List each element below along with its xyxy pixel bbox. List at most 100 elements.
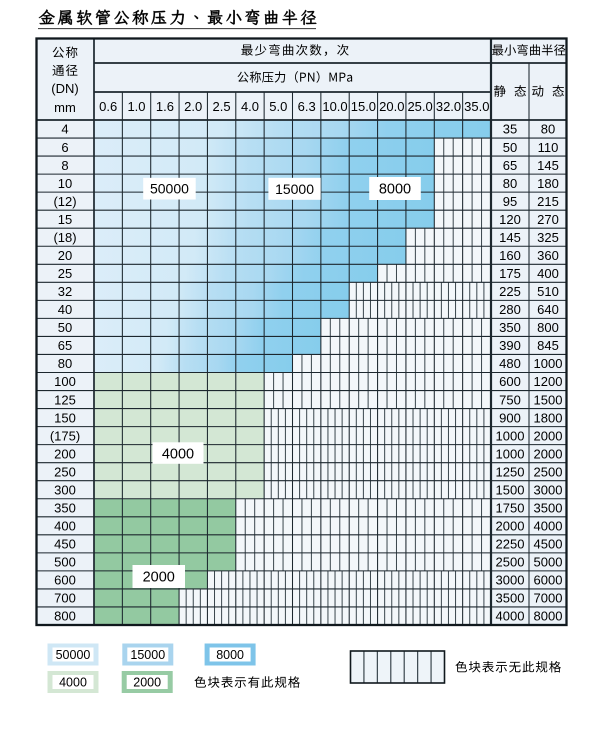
svg-text:2000: 2000 <box>143 570 175 586</box>
svg-text:1500: 1500 <box>496 482 525 497</box>
svg-text:1.0: 1.0 <box>127 99 145 114</box>
svg-text:8000: 8000 <box>534 609 563 624</box>
svg-text:3500: 3500 <box>496 591 525 606</box>
svg-text:3000: 3000 <box>496 573 525 588</box>
svg-text:2000: 2000 <box>496 519 525 534</box>
svg-text:1000: 1000 <box>534 356 563 371</box>
svg-text:360: 360 <box>537 248 559 263</box>
svg-text:(12): (12) <box>53 194 76 209</box>
svg-text:2000: 2000 <box>534 428 563 443</box>
svg-text:110: 110 <box>538 140 559 155</box>
svg-text:280: 280 <box>499 302 521 317</box>
svg-text:145: 145 <box>499 230 521 245</box>
svg-text:450: 450 <box>54 537 76 552</box>
svg-text:500: 500 <box>54 555 76 570</box>
svg-text:150: 150 <box>54 410 76 425</box>
svg-text:8000: 8000 <box>379 182 411 198</box>
svg-text:20.0: 20.0 <box>379 99 404 114</box>
svg-text:32.0: 32.0 <box>436 99 461 114</box>
svg-text:480: 480 <box>499 356 521 371</box>
svg-text:2500: 2500 <box>496 555 525 570</box>
svg-text:215: 215 <box>537 194 559 209</box>
svg-text:40: 40 <box>58 302 72 317</box>
svg-text:250: 250 <box>54 464 76 479</box>
svg-text:1000: 1000 <box>496 428 525 443</box>
svg-text:1500: 1500 <box>534 392 563 407</box>
svg-text:2500: 2500 <box>534 464 563 479</box>
svg-text:6000: 6000 <box>534 573 563 588</box>
svg-text:4.0: 4.0 <box>241 99 259 114</box>
svg-text:400: 400 <box>54 519 76 534</box>
svg-text:25.0: 25.0 <box>407 99 432 114</box>
svg-text:15000: 15000 <box>130 648 165 662</box>
svg-text:8000: 8000 <box>216 648 244 662</box>
svg-text:35.0: 35.0 <box>464 99 489 114</box>
svg-text:8: 8 <box>61 158 68 173</box>
svg-text:100: 100 <box>54 374 76 389</box>
svg-text:145: 145 <box>537 158 559 173</box>
svg-text:2.5: 2.5 <box>213 99 231 114</box>
svg-text:50: 50 <box>503 140 517 155</box>
svg-text:15.0: 15.0 <box>351 99 376 114</box>
svg-text:95: 95 <box>503 194 517 209</box>
svg-text:3000: 3000 <box>534 482 563 497</box>
svg-text:845: 845 <box>537 338 559 353</box>
svg-text:225: 225 <box>499 284 521 299</box>
svg-text:7000: 7000 <box>534 591 563 606</box>
svg-text:120: 120 <box>499 212 521 227</box>
svg-text:2.0: 2.0 <box>184 99 202 114</box>
svg-text:640: 640 <box>537 302 559 317</box>
svg-text:800: 800 <box>54 609 76 624</box>
svg-text:32: 32 <box>58 284 72 299</box>
svg-text:2000: 2000 <box>534 446 563 461</box>
svg-text:3500: 3500 <box>534 501 563 516</box>
svg-text:2000: 2000 <box>133 676 161 690</box>
svg-text:65: 65 <box>58 338 72 353</box>
svg-text:(DN): (DN) <box>51 81 78 96</box>
svg-text:1.6: 1.6 <box>156 99 174 114</box>
svg-text:1250: 1250 <box>496 464 525 479</box>
svg-text:20: 20 <box>58 248 72 263</box>
svg-text:15000: 15000 <box>275 181 314 197</box>
svg-text:510: 510 <box>537 284 559 299</box>
svg-text:50000: 50000 <box>56 648 91 662</box>
svg-text:65: 65 <box>503 158 517 173</box>
svg-text:6.3: 6.3 <box>298 99 316 114</box>
svg-text:160: 160 <box>499 248 521 263</box>
svg-text:80: 80 <box>58 356 72 371</box>
svg-text:400: 400 <box>537 266 559 281</box>
svg-text:4500: 4500 <box>534 537 563 552</box>
svg-text:10: 10 <box>58 176 72 191</box>
svg-text:4: 4 <box>61 122 68 137</box>
svg-text:4000: 4000 <box>496 609 525 624</box>
svg-text:600: 600 <box>499 374 521 389</box>
svg-text:350: 350 <box>54 501 76 516</box>
svg-text:800: 800 <box>537 320 559 335</box>
svg-text:700: 700 <box>54 591 76 606</box>
svg-text:50000: 50000 <box>150 181 189 197</box>
svg-text:15: 15 <box>58 212 72 227</box>
svg-text:25: 25 <box>58 266 72 281</box>
svg-text:80: 80 <box>503 176 517 191</box>
svg-text:4000: 4000 <box>59 676 87 690</box>
svg-text:(175): (175) <box>50 428 80 443</box>
svg-text:6: 6 <box>61 140 68 155</box>
svg-text:325: 325 <box>537 230 559 245</box>
svg-text:80: 80 <box>541 122 555 137</box>
svg-text:50: 50 <box>58 320 72 335</box>
svg-text:200: 200 <box>54 446 76 461</box>
svg-text:300: 300 <box>54 482 76 497</box>
svg-text:175: 175 <box>499 266 521 281</box>
svg-text:350: 350 <box>499 320 521 335</box>
svg-text:5000: 5000 <box>534 555 563 570</box>
svg-text:(18): (18) <box>53 230 76 245</box>
svg-text:900: 900 <box>499 410 521 425</box>
svg-text:390: 390 <box>499 338 521 353</box>
svg-text:mm: mm <box>54 100 76 115</box>
svg-text:5.0: 5.0 <box>269 99 287 114</box>
svg-text:4000: 4000 <box>534 519 563 534</box>
svg-text:125: 125 <box>54 392 76 407</box>
svg-text:600: 600 <box>54 573 76 588</box>
svg-text:270: 270 <box>537 212 559 227</box>
svg-text:35: 35 <box>503 122 517 137</box>
